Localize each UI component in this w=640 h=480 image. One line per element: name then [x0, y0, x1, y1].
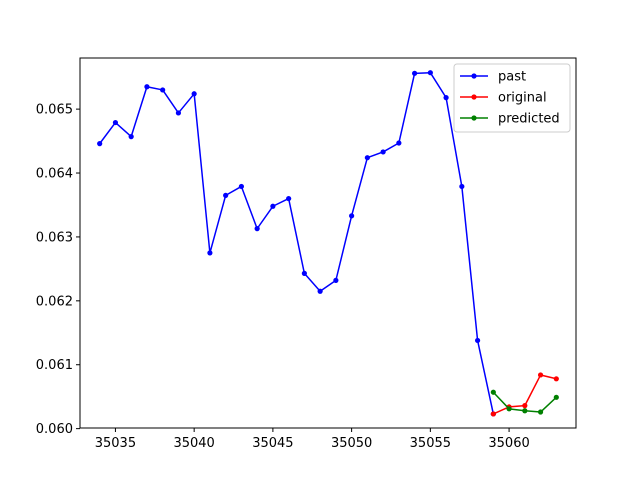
data-point-past [396, 140, 402, 146]
x-tick-label: 35050 [331, 436, 372, 451]
data-point-past [254, 226, 260, 232]
data-point-past [459, 183, 465, 190]
legend-label-past: past [498, 70, 526, 85]
data-point-past [270, 203, 276, 209]
data-point-past [128, 134, 134, 140]
legend: past original predicted [453, 63, 571, 133]
data-point-past [301, 270, 307, 276]
data-point-past [112, 119, 119, 126]
data-point-predicted [553, 394, 559, 400]
data-point-past [223, 192, 229, 198]
data-point-predicted [490, 389, 496, 395]
data-point-past [380, 149, 386, 155]
series-layer [97, 70, 559, 417]
data-point-predicted [522, 408, 528, 414]
data-point-original [522, 403, 528, 409]
x-tick-label: 35035 [95, 436, 136, 451]
data-point-past [474, 337, 481, 344]
data-point-original [537, 372, 544, 378]
x-axis: 35035 35040 35045 35050 35055 35060 [95, 428, 530, 451]
plot-frame [79, 57, 577, 429]
y-tick-label: 0.061 [36, 358, 73, 373]
legend-label-predicted: predicted [498, 112, 560, 127]
data-point-past [349, 213, 355, 219]
legend-marker-original [471, 94, 477, 100]
data-point-past [317, 288, 323, 294]
legend-box [453, 63, 571, 133]
data-point-past [364, 155, 370, 161]
data-point-past [412, 70, 418, 76]
data-point-past [207, 250, 213, 256]
data-point-past [286, 195, 292, 202]
y-tick-label: 0.060 [36, 422, 73, 437]
data-point-past [333, 277, 339, 283]
y-axis: 0.060 0.061 0.062 0.063 0.064 0.065 [36, 103, 80, 437]
legend-marker-predicted [471, 115, 477, 121]
y-tick-label: 0.064 [36, 167, 73, 182]
y-tick-label: 0.062 [36, 294, 73, 309]
x-tick-label: 35060 [488, 436, 529, 451]
x-tick-label: 35045 [252, 436, 293, 451]
y-tick-label: 0.065 [36, 103, 73, 118]
data-point-original [553, 376, 559, 382]
data-point-past [238, 183, 244, 190]
legend-label-original: original [498, 91, 547, 106]
y-tick-label: 0.063 [36, 230, 73, 245]
data-point-past [144, 84, 150, 90]
data-point-original [490, 411, 496, 417]
data-point-past [160, 87, 166, 93]
data-point-past [175, 110, 182, 116]
data-point-past [443, 95, 449, 101]
x-tick-label: 35040 [173, 436, 214, 451]
data-point-predicted [506, 406, 512, 412]
data-point-predicted [537, 409, 544, 415]
x-tick-label: 35055 [410, 436, 451, 451]
series-line-past [99, 71, 495, 415]
data-point-past [427, 70, 433, 76]
data-point-past [97, 141, 103, 147]
data-point-past [191, 91, 197, 97]
legend-marker-past [471, 73, 477, 79]
